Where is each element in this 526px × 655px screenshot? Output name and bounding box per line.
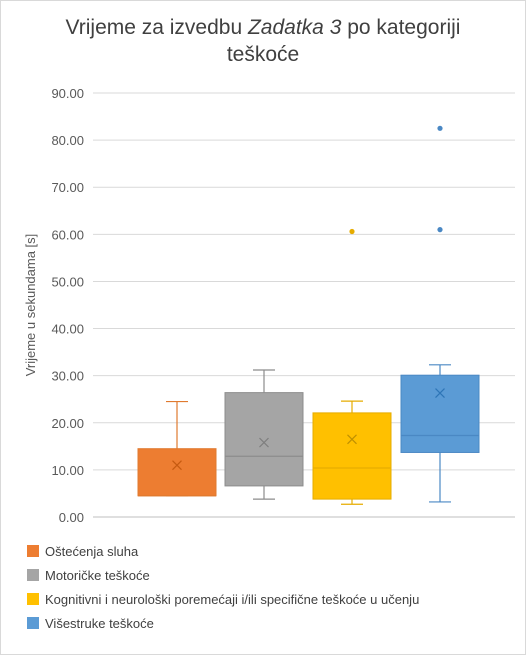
title-part-2: Zadatka 3 xyxy=(247,16,342,39)
outlier-point xyxy=(437,125,443,131)
title-part-3: po kategoriji xyxy=(341,16,461,39)
legend-item: Kognitivni i neurološki poremećaji i/ili… xyxy=(27,588,419,610)
legend-item: Višestruke teškoće xyxy=(27,612,419,634)
legend-swatch xyxy=(27,569,39,581)
title-part-1: Vrijeme za izvedbu xyxy=(65,16,248,39)
y-tick-label: 90.00 xyxy=(51,86,84,101)
legend-label: Motoričke teškoće xyxy=(45,567,150,583)
legend-swatch xyxy=(27,593,39,605)
legend-label: Kognitivni i neurološki poremećaji i/ili… xyxy=(45,591,420,607)
y-axis-label: Vrijeme u sekundama [s] xyxy=(23,234,38,377)
y-tick-label: 20.00 xyxy=(51,416,84,431)
box xyxy=(224,392,304,487)
mean-marker xyxy=(172,460,182,471)
y-tick-label: 50.00 xyxy=(51,274,84,289)
legend-swatch xyxy=(27,617,39,629)
y-tick-label: 10.00 xyxy=(51,463,84,478)
y-tick-label: 0.00 xyxy=(59,510,84,525)
chart-title: Vrijeme za izvedbu Zadatka 3 po kategori… xyxy=(0,14,526,68)
box xyxy=(137,448,217,497)
legend-item: Motoričke teškoće xyxy=(27,564,419,586)
box xyxy=(400,374,480,453)
mean-marker xyxy=(347,434,357,445)
y-tick-label: 30.00 xyxy=(51,369,84,384)
mean-marker xyxy=(259,437,269,448)
outlier-point xyxy=(437,227,443,233)
outlier-point xyxy=(349,228,355,235)
y-tick-label: 40.00 xyxy=(51,322,84,337)
legend-label: Višestruke teškoće xyxy=(45,615,154,631)
mean-marker xyxy=(435,388,445,399)
chart-title-line-2: teškoće xyxy=(226,43,300,66)
legend: Oštećenja sluha Motoričke teškoće Kognitiv… xyxy=(27,540,419,636)
y-tick-label: 60.00 xyxy=(51,227,84,242)
legend-item: Oštećenja sluha xyxy=(27,540,419,562)
legend-swatch xyxy=(27,545,39,557)
y-tick-label: 70.00 xyxy=(51,180,84,195)
box xyxy=(312,412,392,500)
y-tick-label: 80.00 xyxy=(51,133,84,148)
chart-title-line-1: Vrijeme za izvedbu Zadatka 3 po kategori… xyxy=(0,14,526,41)
legend-label: Oštećenja sluha xyxy=(45,543,139,559)
